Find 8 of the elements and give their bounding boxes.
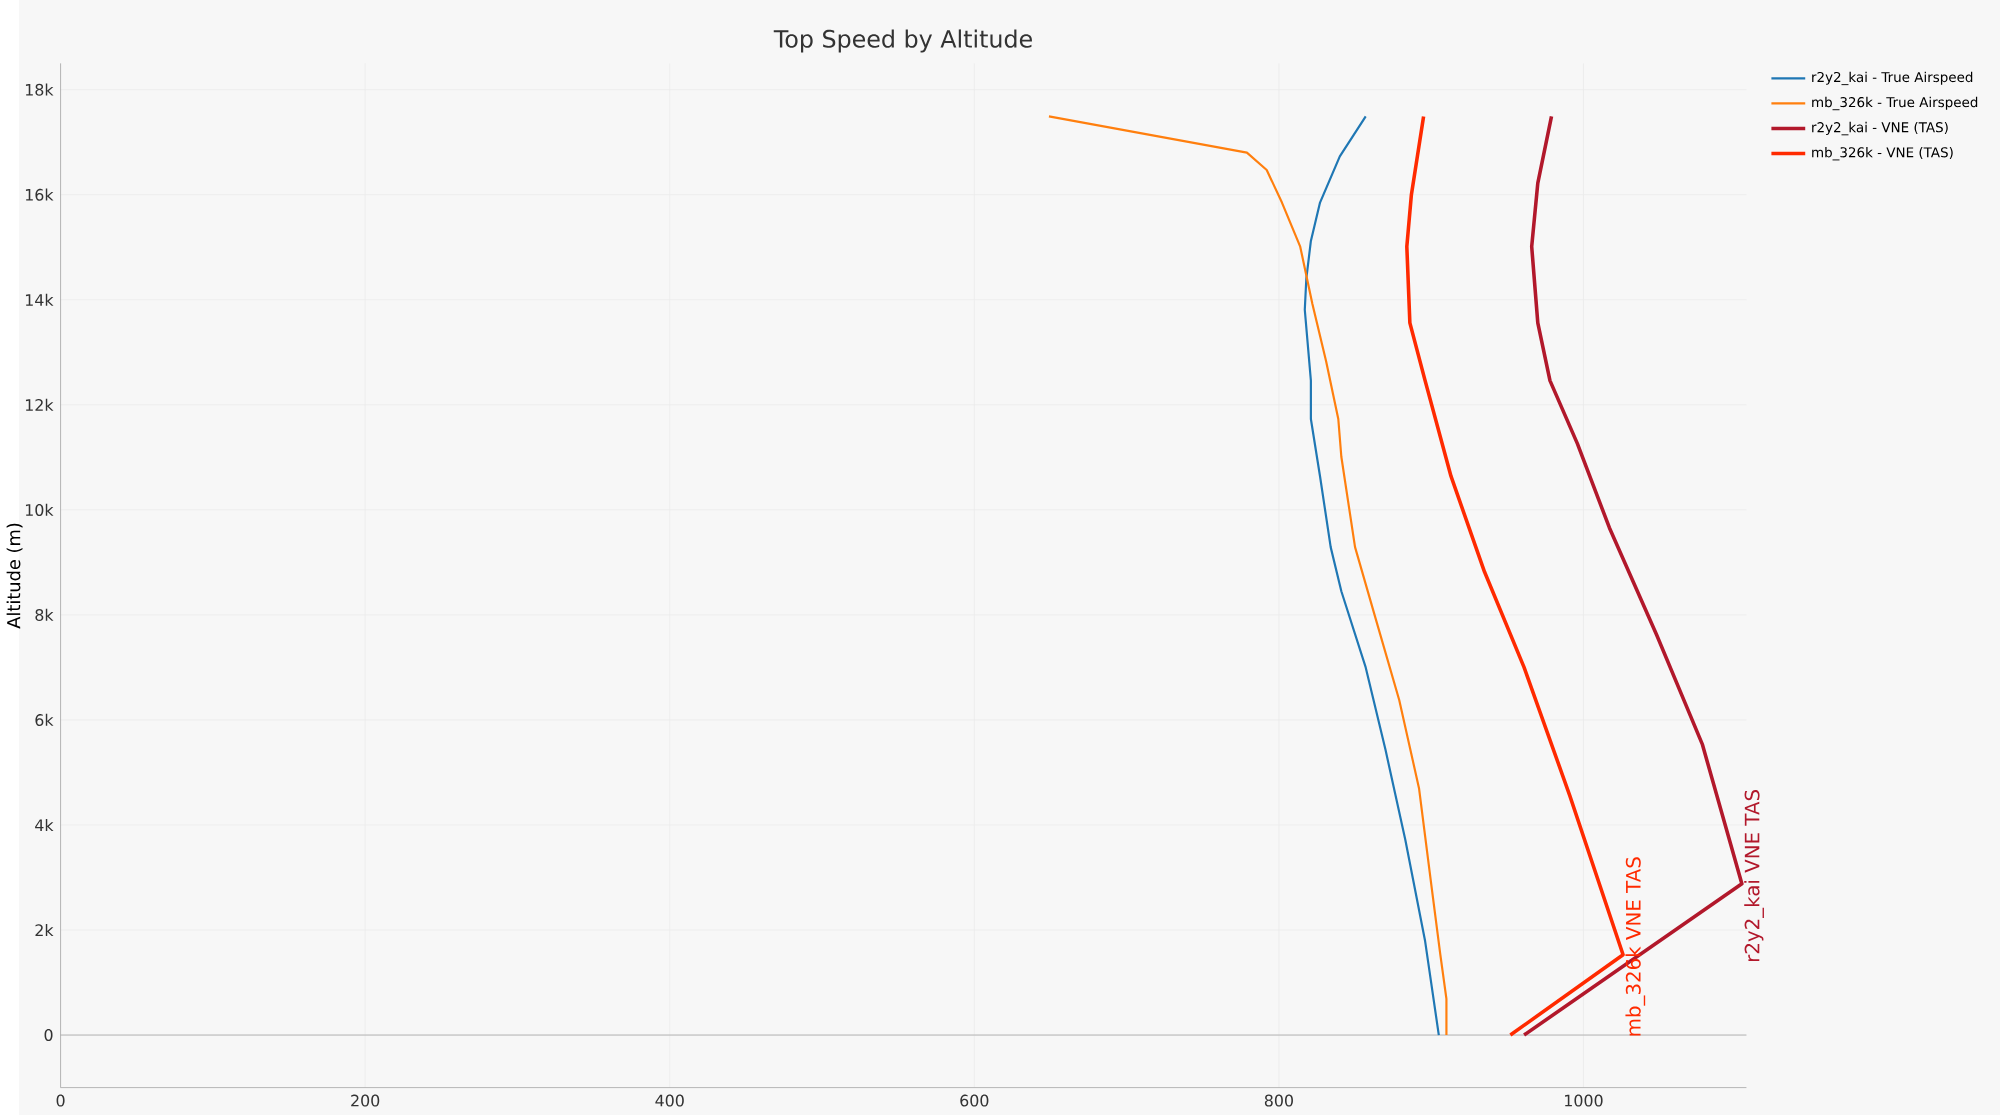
line-series <box>1522 114 1744 1038</box>
chart-title: Top Speed by Altitude <box>773 29 1032 53</box>
line-series <box>1047 115 1448 1037</box>
annotation: mb_326k VNE TAS <box>1625 857 1646 1036</box>
line-series <box>1405 114 1625 1038</box>
annotation: r2y2_kai VNE TAS <box>1744 790 1764 962</box>
line-series <box>1303 115 1440 1037</box>
y-axis-title: Altitude (m) <box>6 524 23 630</box>
